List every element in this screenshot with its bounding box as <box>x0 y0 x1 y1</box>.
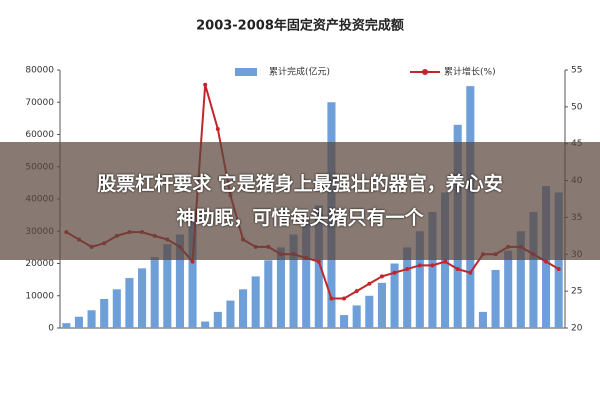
line-point <box>367 281 372 286</box>
chart-title: 2003-2008年固定资产投资完成额 <box>196 18 404 34</box>
bar <box>491 269 500 328</box>
bar <box>175 234 184 328</box>
line-point <box>443 259 448 264</box>
bar <box>352 305 361 328</box>
y-tick-label: 80000 <box>25 66 54 76</box>
line-point <box>190 259 195 264</box>
bar <box>100 298 109 328</box>
bar <box>125 278 134 328</box>
line-point <box>203 82 208 87</box>
bar <box>365 295 374 328</box>
bar <box>302 218 311 328</box>
y-tick-label: 10000 <box>25 291 54 301</box>
bar <box>415 231 424 328</box>
bar <box>239 289 248 328</box>
bar <box>340 315 349 328</box>
legend-swatch <box>422 69 428 75</box>
y-tick-label: 60000 <box>25 130 54 140</box>
bar <box>150 257 159 328</box>
bar <box>428 211 437 328</box>
line-point <box>556 267 561 272</box>
line-point <box>354 289 359 294</box>
overlay-text: 神助眠，可惜每头猪只有一个 <box>176 207 424 229</box>
bar <box>251 276 260 328</box>
y-tick-label: 20000 <box>25 259 54 269</box>
bar <box>62 323 71 328</box>
line-point <box>329 296 334 301</box>
line-point <box>392 270 397 275</box>
bar <box>163 244 172 328</box>
bar <box>554 192 563 328</box>
bar <box>289 234 298 328</box>
legend-label: 累计增长(%) <box>444 66 496 78</box>
bar <box>226 300 235 328</box>
bar <box>264 260 273 328</box>
line-point <box>468 270 473 275</box>
bar <box>213 311 222 328</box>
line-point <box>417 263 422 268</box>
bar <box>516 231 525 328</box>
bar <box>201 321 210 328</box>
line-point <box>405 267 410 272</box>
bar <box>529 211 538 328</box>
legend-swatch <box>235 68 257 76</box>
bar <box>112 289 121 328</box>
bar <box>138 268 147 328</box>
bar <box>390 263 399 328</box>
y2-tick-label: 20 <box>571 324 583 334</box>
bar <box>87 310 96 328</box>
line-point <box>430 263 435 268</box>
bar <box>188 218 197 328</box>
legend-label: 累计完成(亿元) <box>269 66 330 78</box>
line-point <box>544 259 549 264</box>
bar <box>377 282 386 328</box>
line-point <box>379 274 384 279</box>
bar <box>276 247 285 328</box>
line-point <box>342 296 347 301</box>
y2-tick-label: 25 <box>571 287 582 297</box>
y2-tick-label: 50 <box>571 102 583 112</box>
bar <box>74 316 83 328</box>
y2-tick-label: 55 <box>571 66 582 76</box>
bar <box>478 311 487 328</box>
y-tick-label: 70000 <box>25 98 54 108</box>
line-point <box>215 126 220 131</box>
overlay-banner: 股票杠杆要求 它是猪身上最强壮的器官，养心安 神助眠，可惜每头猪只有一个 <box>0 142 600 260</box>
line-point <box>455 267 460 272</box>
bar <box>314 205 323 328</box>
bar <box>403 247 412 328</box>
bar <box>504 250 513 328</box>
overlay-text: 股票杠杆要求 它是猪身上最强壮的器官，养心安 <box>97 173 503 195</box>
line-point <box>316 259 321 264</box>
y-tick-label: 0 <box>48 324 54 334</box>
